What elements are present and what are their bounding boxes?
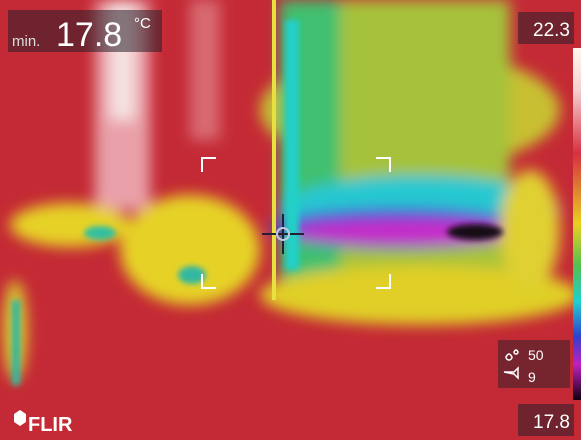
scale-max: 22.3 [533,20,570,41]
readout-box [8,10,162,52]
max-box [518,12,574,44]
min-box [518,404,574,436]
mode-label: min. [12,33,40,50]
reticle [201,157,391,289]
color-scale [573,48,581,400]
level: 9 [528,369,536,385]
humidity: 50 [528,347,544,363]
status-panel: 50 9 [498,340,570,388]
unit: °C [134,15,151,32]
brand: FLIR [28,414,73,436]
min-readout: min. 17.8 °C [8,10,162,54]
brand-logo: FLIR [14,410,73,436]
min-value: 17.8 [56,16,122,54]
scale-min: 17.8 [533,412,570,433]
